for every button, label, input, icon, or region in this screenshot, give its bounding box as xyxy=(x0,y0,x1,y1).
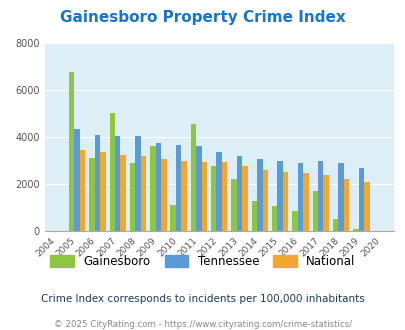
Bar xyxy=(231,179,236,231)
Bar xyxy=(109,114,115,231)
Bar xyxy=(262,170,267,231)
Bar xyxy=(130,163,135,231)
Bar xyxy=(89,158,94,231)
Bar xyxy=(170,205,175,231)
Bar xyxy=(80,150,85,231)
Bar xyxy=(161,159,166,231)
Bar xyxy=(271,206,277,231)
Bar xyxy=(292,211,297,231)
Bar xyxy=(222,162,227,231)
Bar xyxy=(175,145,181,231)
Bar xyxy=(358,168,363,231)
Bar xyxy=(190,124,196,231)
Bar xyxy=(337,163,343,231)
Bar xyxy=(297,163,303,231)
Bar xyxy=(256,159,262,231)
Bar xyxy=(74,129,80,231)
Bar xyxy=(242,166,247,231)
Bar xyxy=(332,219,337,231)
Bar xyxy=(236,156,242,231)
Bar xyxy=(141,156,146,231)
Bar xyxy=(115,136,120,231)
Bar xyxy=(323,175,328,231)
Bar xyxy=(120,154,126,231)
Bar xyxy=(94,135,100,231)
Bar xyxy=(352,229,358,231)
Bar xyxy=(155,143,161,231)
Bar xyxy=(363,182,369,231)
Bar xyxy=(251,201,256,231)
Bar xyxy=(181,161,186,231)
Legend: Gainesboro, Tennessee, National: Gainesboro, Tennessee, National xyxy=(45,250,360,273)
Bar xyxy=(312,191,317,231)
Bar xyxy=(196,147,201,231)
Bar xyxy=(303,173,308,231)
Bar xyxy=(216,152,222,231)
Text: Crime Index corresponds to incidents per 100,000 inhabitants: Crime Index corresponds to incidents per… xyxy=(41,294,364,304)
Text: © 2025 CityRating.com - https://www.cityrating.com/crime-statistics/: © 2025 CityRating.com - https://www.city… xyxy=(54,320,351,329)
Bar xyxy=(317,161,323,231)
Bar xyxy=(150,147,155,231)
Text: Gainesboro Property Crime Index: Gainesboro Property Crime Index xyxy=(60,10,345,25)
Bar xyxy=(69,72,74,231)
Bar xyxy=(282,173,288,231)
Bar xyxy=(135,136,141,231)
Bar xyxy=(211,166,216,231)
Bar xyxy=(343,179,348,231)
Bar xyxy=(100,152,105,231)
Bar xyxy=(201,162,207,231)
Bar xyxy=(277,161,282,231)
